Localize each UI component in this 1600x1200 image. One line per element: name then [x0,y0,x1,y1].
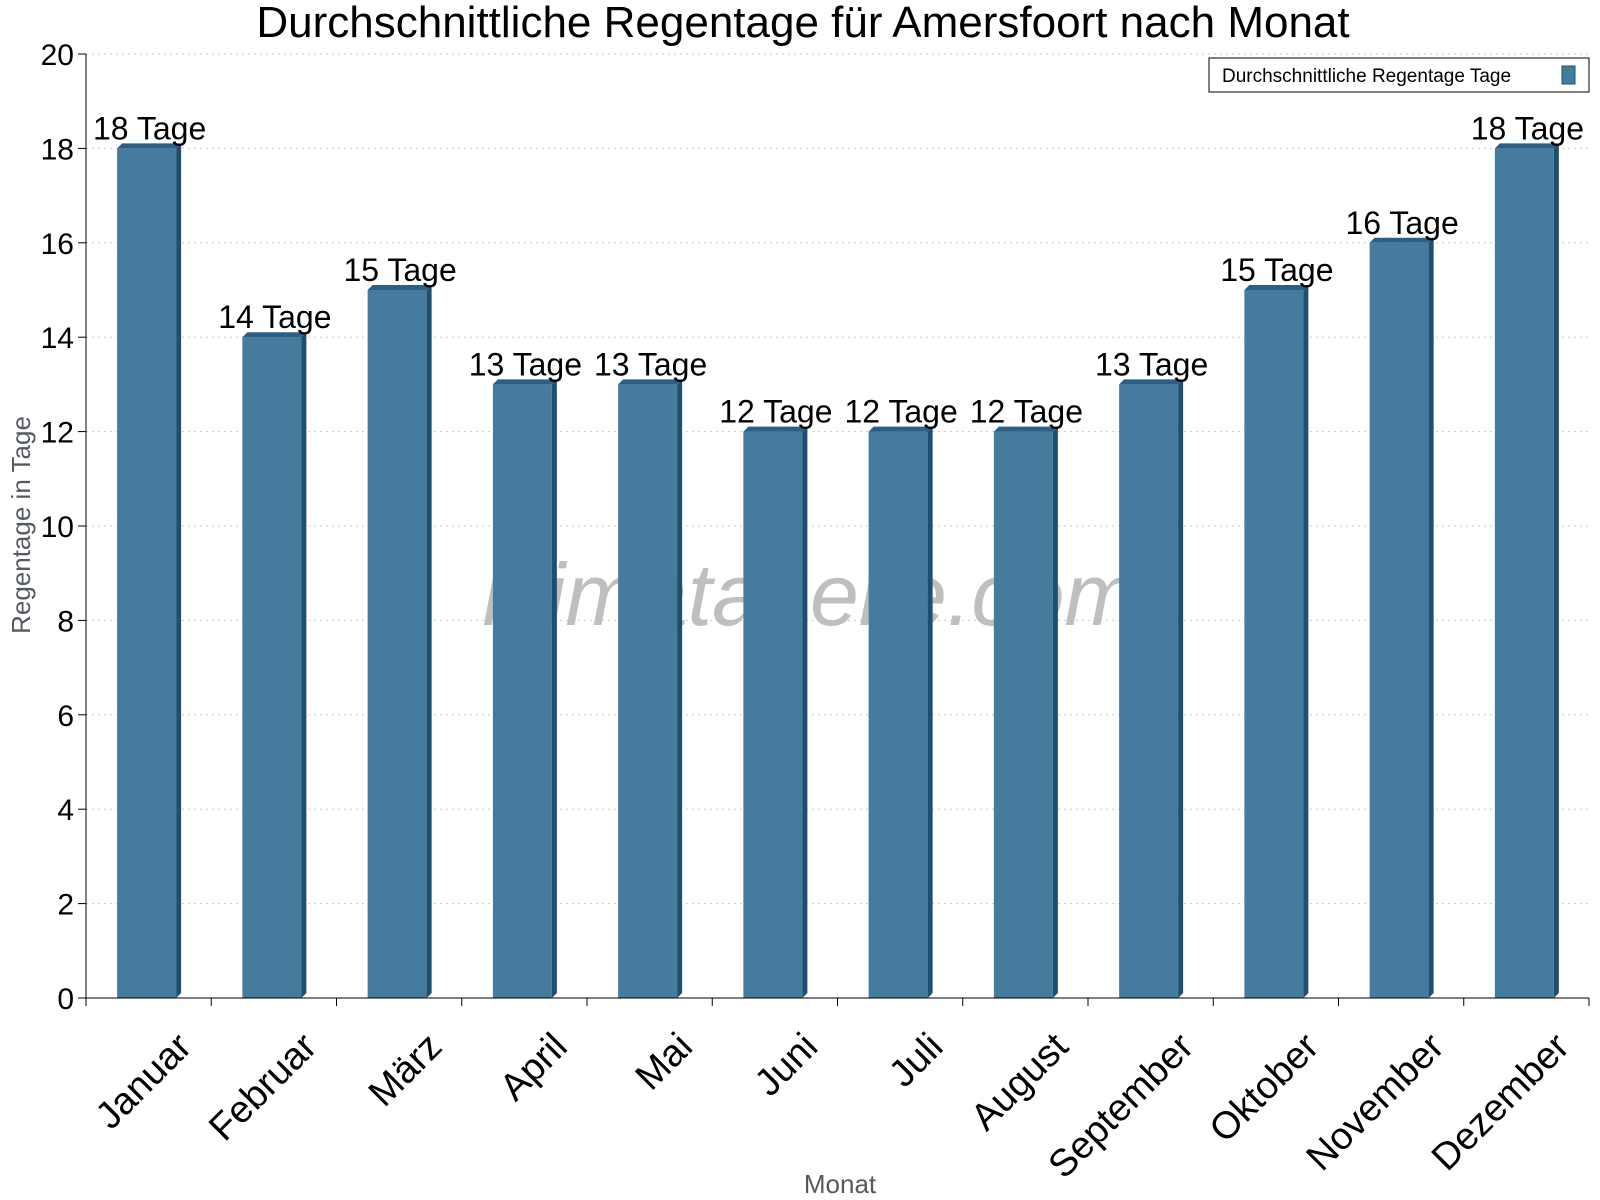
bar-top [117,143,182,149]
bar-side [176,143,182,998]
bar-top [1494,143,1559,149]
x-tick-label: August [963,1025,1077,1139]
bar-top [743,426,808,432]
bar [1244,290,1304,998]
bar [367,290,427,998]
bar-side [551,379,557,998]
x-tick-label: Juni [747,1026,826,1105]
data-label: 14 Tage [218,299,331,335]
bars [117,143,1559,999]
gridlines [86,53,1589,905]
legend-swatch [1561,65,1576,85]
bar [868,431,928,999]
x-tick-label: Oktober [1202,1025,1328,1151]
y-tick-label: 2 [57,889,74,922]
bar-top [993,426,1058,432]
data-label: 16 Tage [1345,205,1458,241]
y-tick-label: 16 [41,228,74,261]
bar [242,337,302,998]
bar-side [426,285,432,998]
y-tick-label: 8 [57,605,74,638]
bar-top [242,332,307,338]
bar-side [927,426,933,999]
data-label: 13 Tage [469,346,582,382]
x-tick-label: April [492,1026,575,1109]
bar-side [1303,285,1309,998]
bar-top [367,285,432,290]
data-label: 12 Tage [719,394,832,430]
y-tick-label: 10 [41,511,74,544]
y-tick-label: 18 [41,133,74,166]
bar [618,384,678,998]
bar [1119,384,1179,998]
bar [743,431,803,999]
bar-top [1244,285,1309,290]
y-tick-label: 14 [41,322,74,355]
data-label: 15 Tage [343,252,456,288]
x-tick-label: Februar [201,1025,325,1149]
bar-side [1052,426,1058,999]
x-tick-label: Juli [881,1026,951,1096]
data-labels: 18 Tage 14 Tage 15 Tage 13 Tage 13 Tage 12 Ta… [93,110,1584,429]
y-tick-label: 4 [57,794,74,827]
y-tick-label: 20 [41,39,74,72]
y-tick-label: 6 [57,700,74,733]
data-label: 15 Tage [1220,252,1333,288]
data-label: 12 Tage [844,394,957,430]
bar [993,431,1053,999]
bar-top [1119,379,1184,385]
legend-box [1208,57,1590,93]
bar-side [1553,143,1559,998]
bar-side [677,379,683,998]
data-label: 13 Tage [1095,346,1208,382]
x-axis-label: Monat [804,1169,877,1199]
bar [1494,148,1554,998]
bar-top [868,426,933,432]
legend: Durchschnittliche Regentage Tage [1208,57,1590,93]
bar [1369,242,1429,999]
bar-side [802,426,808,999]
bar-top [1369,237,1434,243]
y-axis-label: Regentage in Tage [6,416,36,634]
x-tick-label: Mai [628,1026,701,1099]
data-label: 13 Tage [594,346,707,382]
bar-side [1428,237,1434,999]
y-tick-label: 0 [57,983,74,1016]
x-tick-label: März [361,1026,450,1115]
chart-title: Durchschnittliche Regentage für Amersfoo… [256,0,1349,47]
bar-top [618,379,683,385]
data-label: 12 Tage [970,394,1083,430]
legend-label: Durchschnittliche Regentage Tage [1222,66,1511,87]
bar [117,148,177,998]
bar-side [1178,379,1184,998]
bar [492,384,552,998]
data-label: 18 Tage [93,110,206,146]
x-tick-label: Januar [88,1025,200,1137]
y-tick-label: 12 [41,417,74,450]
bar-top [492,379,557,385]
x-tick-label: Dezember [1424,1025,1578,1179]
bar-side [301,332,307,998]
data-label: 18 Tage [1471,110,1584,146]
